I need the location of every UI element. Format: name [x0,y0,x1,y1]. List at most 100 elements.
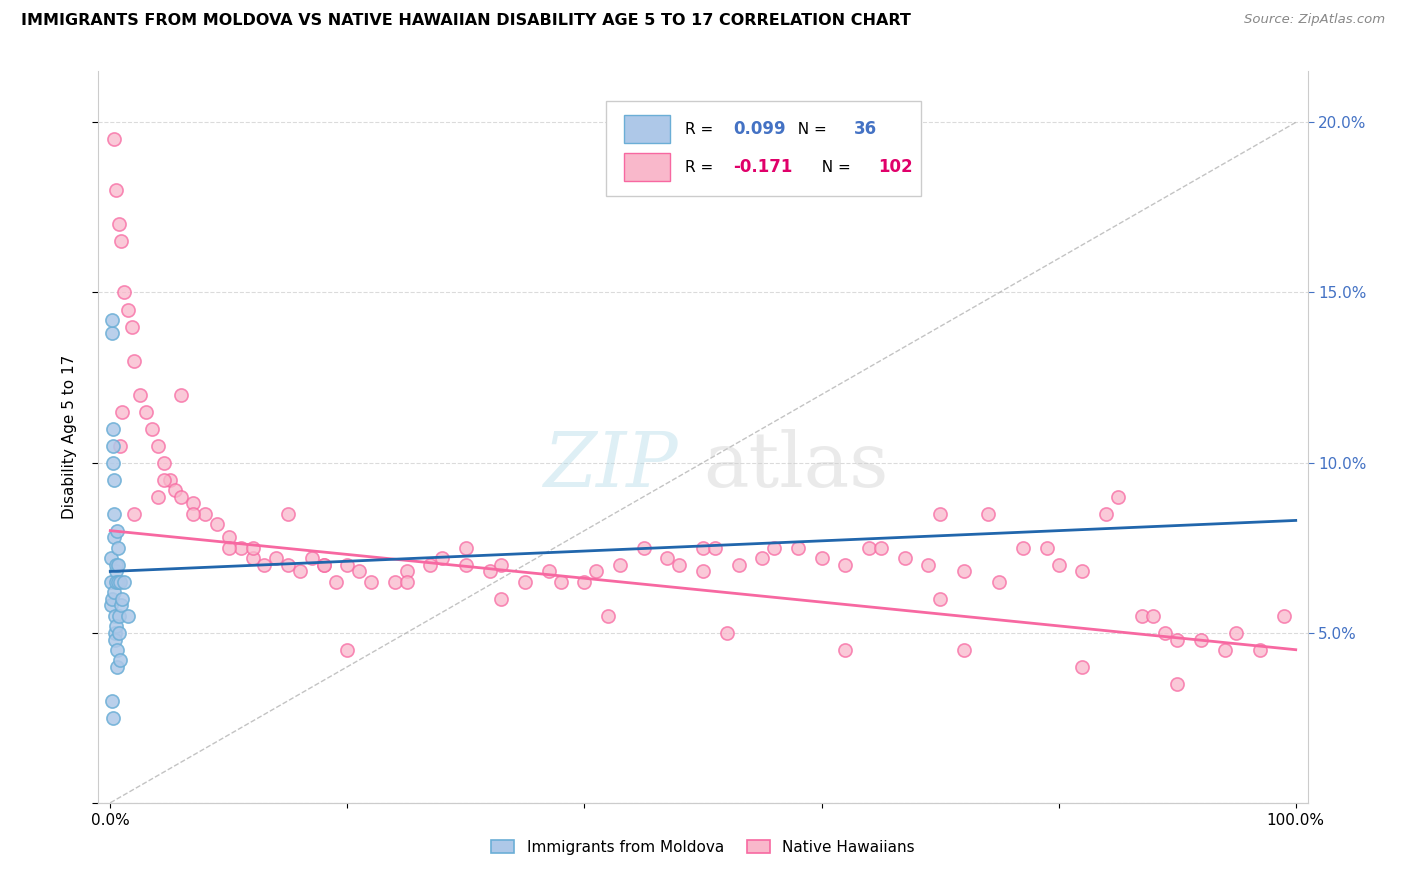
Text: 102: 102 [879,158,912,177]
Point [1189,632,1212,647]
Point [135,404,157,418]
Point [100,550,122,565]
Point [114,285,136,300]
Point [105,574,128,589]
Point [952,642,974,657]
Point [692,565,714,579]
Point [100,599,122,613]
Point [101,694,124,708]
FancyBboxPatch shape [624,115,671,143]
Point [181,496,204,510]
Point [360,574,382,589]
Point [103,473,125,487]
Point [716,625,738,640]
Point [100,591,122,606]
Point [100,574,122,589]
Point [1095,507,1118,521]
Point [105,524,128,538]
Point [104,608,127,623]
Point [103,507,125,521]
FancyBboxPatch shape [606,101,921,195]
Point [1154,625,1177,640]
Point [703,541,725,555]
Point [929,507,952,521]
Point [165,483,187,497]
Point [107,218,129,232]
Point [598,608,620,623]
Point [122,353,145,368]
Point [103,585,125,599]
Point [110,653,132,667]
Point [111,591,134,606]
Point [727,558,749,572]
Point [111,404,134,418]
Point [101,421,124,435]
Point [384,574,406,589]
Point [395,565,418,579]
Point [105,183,128,197]
Point [1272,608,1295,623]
Point [205,516,228,531]
Text: Source: ZipAtlas.com: Source: ZipAtlas.com [1244,13,1385,27]
Point [103,531,125,545]
Point [810,550,832,565]
Point [253,558,276,572]
Point [1130,608,1153,623]
Point [1047,558,1070,572]
Point [101,439,124,453]
Point [1071,659,1094,673]
Text: N =: N = [811,160,855,175]
Point [786,541,808,555]
Point [159,473,181,487]
Point [952,565,974,579]
Point [1166,632,1188,647]
Point [104,625,127,640]
Point [325,574,347,589]
Point [117,302,139,317]
Point [312,558,335,572]
Point [141,421,163,435]
Point [121,319,143,334]
Text: atlas: atlas [703,429,889,503]
Text: 0.099: 0.099 [734,120,786,138]
Point [454,558,477,572]
Point [105,659,128,673]
Point [574,574,596,589]
Point [1166,677,1188,691]
Point [869,541,891,555]
Point [103,711,125,725]
Point [229,541,252,555]
Point [537,565,560,579]
Y-axis label: Disability Age 5 to 17: Disability Age 5 to 17 [62,355,77,519]
Point [242,541,264,555]
Point [929,591,952,606]
Point [104,558,127,572]
Point [336,642,359,657]
Point [515,574,537,589]
Point [1036,541,1059,555]
Point [181,507,204,521]
Point [1249,642,1271,657]
Legend: Immigrants from Moldova, Native Hawaiians: Immigrants from Moldova, Native Hawaiian… [485,834,921,861]
Text: N =: N = [787,121,831,136]
Point [834,558,856,572]
Point [108,574,131,589]
Point [858,541,880,555]
Point [657,550,679,565]
FancyBboxPatch shape [624,153,671,181]
Text: R =: R = [685,121,718,136]
Point [218,531,240,545]
Point [491,558,513,572]
Point [108,608,131,623]
Point [893,550,915,565]
Point [114,574,136,589]
Point [347,565,370,579]
Point [110,235,132,249]
Point [146,439,169,453]
Point [107,625,129,640]
Point [170,490,193,504]
Point [101,312,124,326]
Point [478,565,501,579]
Point [834,642,856,657]
Point [1225,625,1247,640]
